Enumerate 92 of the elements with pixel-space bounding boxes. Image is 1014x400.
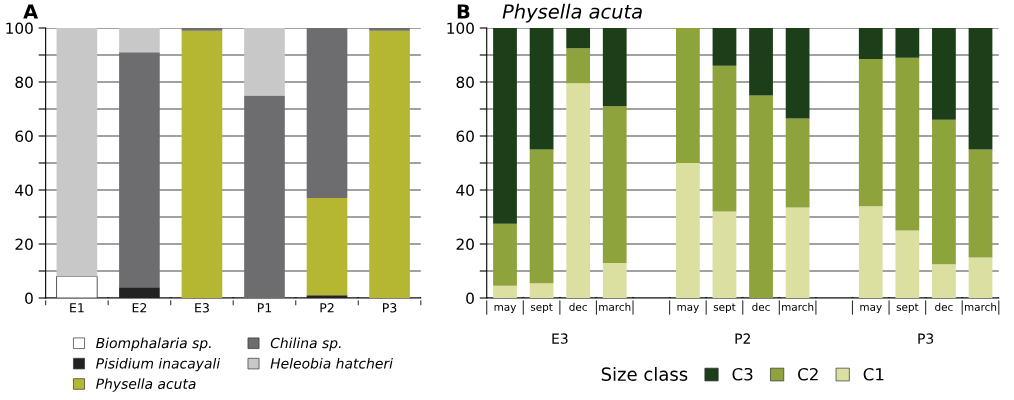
bar	[676, 163, 700, 298]
bar	[785, 207, 810, 298]
bar	[785, 28, 810, 119]
bar	[749, 28, 773, 96]
x-tick-label: march	[599, 302, 631, 311]
y-tick-label: 20	[15, 238, 33, 251]
bar	[858, 206, 883, 298]
y-tick-label: 80	[456, 76, 474, 89]
y-tick-label: 60	[456, 130, 474, 143]
bar	[56, 275, 98, 298]
bar	[369, 30, 410, 298]
bar	[181, 28, 223, 31]
bar	[566, 48, 591, 84]
bar	[968, 257, 993, 298]
bar	[493, 223, 517, 286]
bar	[712, 211, 737, 298]
x-tick-label: E2	[132, 303, 147, 313]
bar	[119, 52, 160, 288]
bar	[602, 28, 627, 107]
bar	[932, 264, 956, 298]
y-tick-label: 20	[456, 238, 474, 251]
bar	[566, 83, 591, 298]
text: P3	[918, 333, 934, 344]
bar	[749, 95, 773, 298]
bar	[119, 28, 160, 53]
bar	[181, 30, 223, 298]
x-tick-label: dec	[752, 302, 770, 311]
y-tick-label: 100	[447, 22, 474, 35]
y-tick-label: 0	[466, 292, 474, 305]
x-tick-label: may	[677, 304, 699, 313]
legend-label: Heleobia hatcheri	[270, 357, 393, 369]
bar	[119, 287, 160, 298]
chart-title: B	[457, 4, 470, 19]
bar	[493, 28, 517, 224]
bar	[493, 285, 517, 298]
x-tick-label: E1	[70, 303, 84, 313]
bar	[968, 149, 993, 258]
chart-subtitle: Physella acuta	[502, 3, 642, 23]
legend-title: Size class	[601, 367, 688, 381]
bar	[306, 198, 348, 296]
bar	[932, 28, 956, 120]
y-tick-label: 0	[25, 292, 33, 305]
y-tick-label: 40	[15, 184, 33, 197]
bar	[369, 28, 410, 31]
bar	[895, 230, 920, 298]
x-tick-label: sept	[896, 303, 919, 313]
legend-label: Physella acuta	[96, 378, 196, 392]
bar	[529, 28, 554, 150]
y-tick-label: 40	[456, 184, 474, 197]
y-tick-label: 100	[6, 22, 33, 35]
bar	[932, 119, 956, 265]
bar	[676, 28, 700, 163]
bar	[968, 28, 993, 150]
x-tick-label: dec	[569, 302, 587, 311]
x-tick-label: P2	[320, 303, 334, 313]
bar	[712, 28, 737, 66]
bar	[895, 57, 920, 231]
legend-label: C2	[798, 367, 818, 381]
x-tick-label: march	[964, 302, 997, 311]
x-tick-label: may	[860, 304, 882, 313]
legend-label: Pisidium inacayali	[96, 357, 221, 372]
bar	[712, 65, 737, 212]
bar	[895, 28, 920, 58]
bar	[529, 149, 554, 284]
x-tick-label: P1	[257, 303, 272, 313]
text: P2	[735, 333, 750, 344]
bar	[785, 118, 810, 208]
legend-label: C1	[863, 367, 884, 381]
bar	[244, 28, 285, 96]
x-tick-label: E3	[195, 303, 209, 313]
x-tick-label: P3	[383, 303, 397, 313]
bar	[602, 106, 627, 263]
bar	[566, 28, 591, 49]
x-tick-label: sept	[713, 303, 736, 313]
chart-title: A	[23, 4, 39, 19]
bar	[306, 28, 348, 199]
bar	[244, 95, 285, 298]
legend-label: Biomphalaria sp.	[96, 337, 211, 351]
bar	[602, 262, 627, 298]
bar	[858, 28, 883, 60]
x-tick-label: sept	[530, 303, 553, 313]
x-tick-label: may	[494, 304, 517, 313]
bar	[56, 28, 98, 277]
legend-label: C3	[732, 367, 753, 381]
legend-label: Chilina sp.	[270, 337, 341, 351]
x-tick-label: dec	[935, 302, 953, 311]
text: E3	[552, 333, 568, 344]
x-tick-label: march	[782, 302, 814, 311]
bar	[529, 283, 554, 298]
y-tick-label: 80	[15, 76, 33, 89]
y-tick-label: 60	[15, 130, 33, 143]
bar	[858, 59, 883, 207]
